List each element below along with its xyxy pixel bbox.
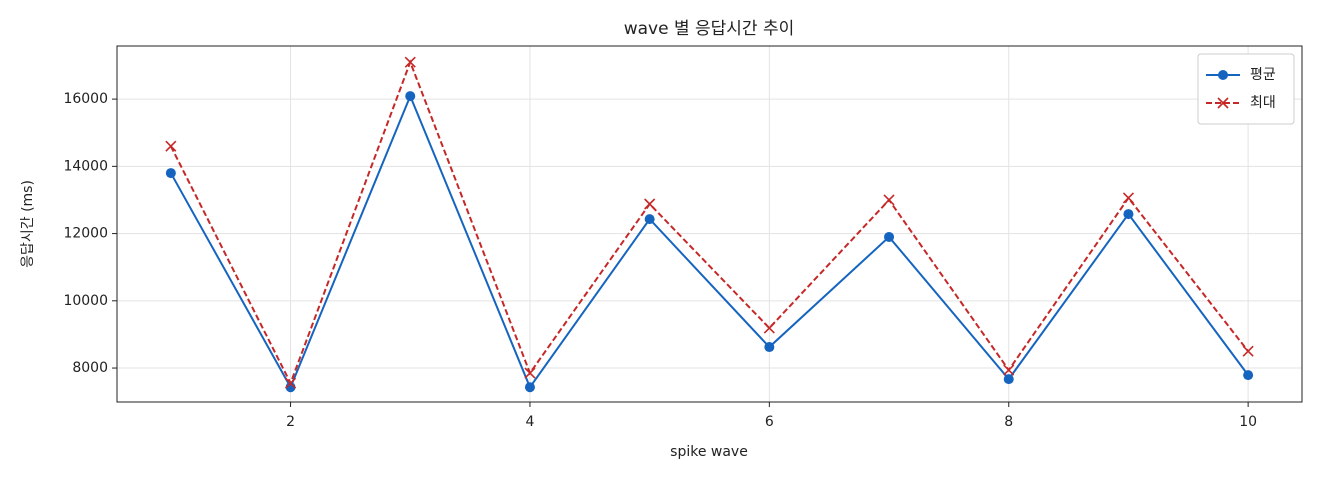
plot-frame bbox=[116, 45, 1303, 403]
marker bbox=[524, 382, 535, 393]
marker bbox=[763, 322, 775, 334]
marker bbox=[165, 168, 176, 179]
marker bbox=[884, 231, 895, 242]
marker bbox=[644, 214, 655, 225]
legend-box bbox=[1197, 53, 1295, 125]
marker bbox=[405, 91, 416, 102]
line bbox=[169, 59, 1249, 386]
legend-label: 최대 bbox=[1250, 95, 1276, 111]
legend-label: 평균 bbox=[1250, 67, 1276, 83]
y-tick-label: 12000 bbox=[63, 226, 108, 242]
y-axis-label: 응답시간 (ms) bbox=[20, 180, 36, 268]
marker bbox=[284, 377, 297, 389]
marker bbox=[1123, 209, 1134, 220]
legend-marker bbox=[1218, 70, 1228, 80]
marker bbox=[1003, 374, 1014, 385]
x-tick-label: 8 bbox=[1004, 414, 1013, 430]
x-axis-label: spike wave bbox=[670, 444, 748, 460]
marker bbox=[524, 367, 536, 379]
chart-title: wave 별 응답시간 추이 bbox=[624, 19, 795, 39]
y-tick-label: 10000 bbox=[63, 293, 108, 309]
marker bbox=[644, 198, 656, 210]
marker bbox=[165, 140, 177, 152]
line bbox=[169, 93, 1249, 390]
marker bbox=[883, 194, 895, 206]
marker bbox=[1003, 364, 1015, 376]
x-tick-label: 2 bbox=[286, 414, 295, 430]
y-tick-label: 14000 bbox=[63, 158, 108, 174]
marker bbox=[404, 56, 416, 68]
marker bbox=[1122, 192, 1135, 204]
y-tick-label: 8000 bbox=[72, 360, 108, 376]
x-tick-label: 10 bbox=[1239, 414, 1257, 430]
x-tick-label: 6 bbox=[765, 414, 774, 430]
x-tick-label: 4 bbox=[525, 414, 534, 430]
marker bbox=[1243, 370, 1254, 381]
y-tick-label: 16000 bbox=[63, 91, 108, 107]
marker bbox=[1242, 345, 1254, 357]
legend-marker bbox=[1217, 97, 1229, 109]
marker bbox=[764, 342, 775, 353]
